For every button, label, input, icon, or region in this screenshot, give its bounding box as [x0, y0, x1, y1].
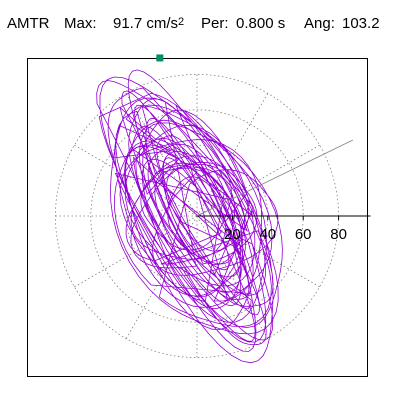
- period-label: Per:: [201, 15, 229, 32]
- period-value: 0.800 s: [236, 15, 286, 32]
- axis-tick-label-80: 80: [330, 226, 347, 243]
- axis-tick-label-20: 20: [224, 226, 241, 243]
- radial-axis: 20 40 60 80: [196, 139, 371, 243]
- radial-axis-angled: [196, 139, 354, 217]
- component-label: AMTR: [7, 15, 50, 32]
- max-label: Max:: [64, 15, 97, 32]
- chart-header: AMTR Max: 91.7 cm/s2 Per: 0.800 s Ang: 1…: [0, 0, 400, 40]
- axis-tick-label-40: 40: [259, 226, 276, 243]
- max-value-number: 91.7: [113, 15, 143, 32]
- max-value-unit: cm/s: [146, 15, 179, 32]
- max-value: 91.7 cm/s2: [113, 13, 184, 36]
- plot-frame: [27, 58, 368, 377]
- max-marker: [156, 54, 164, 62]
- angle-label: Ang:: [304, 15, 335, 32]
- marker-layer: [156, 54, 164, 62]
- axis-tick-label-60: 60: [295, 226, 312, 243]
- angle-value: 103.2: [342, 15, 380, 32]
- max-unit-power: 2: [178, 16, 185, 28]
